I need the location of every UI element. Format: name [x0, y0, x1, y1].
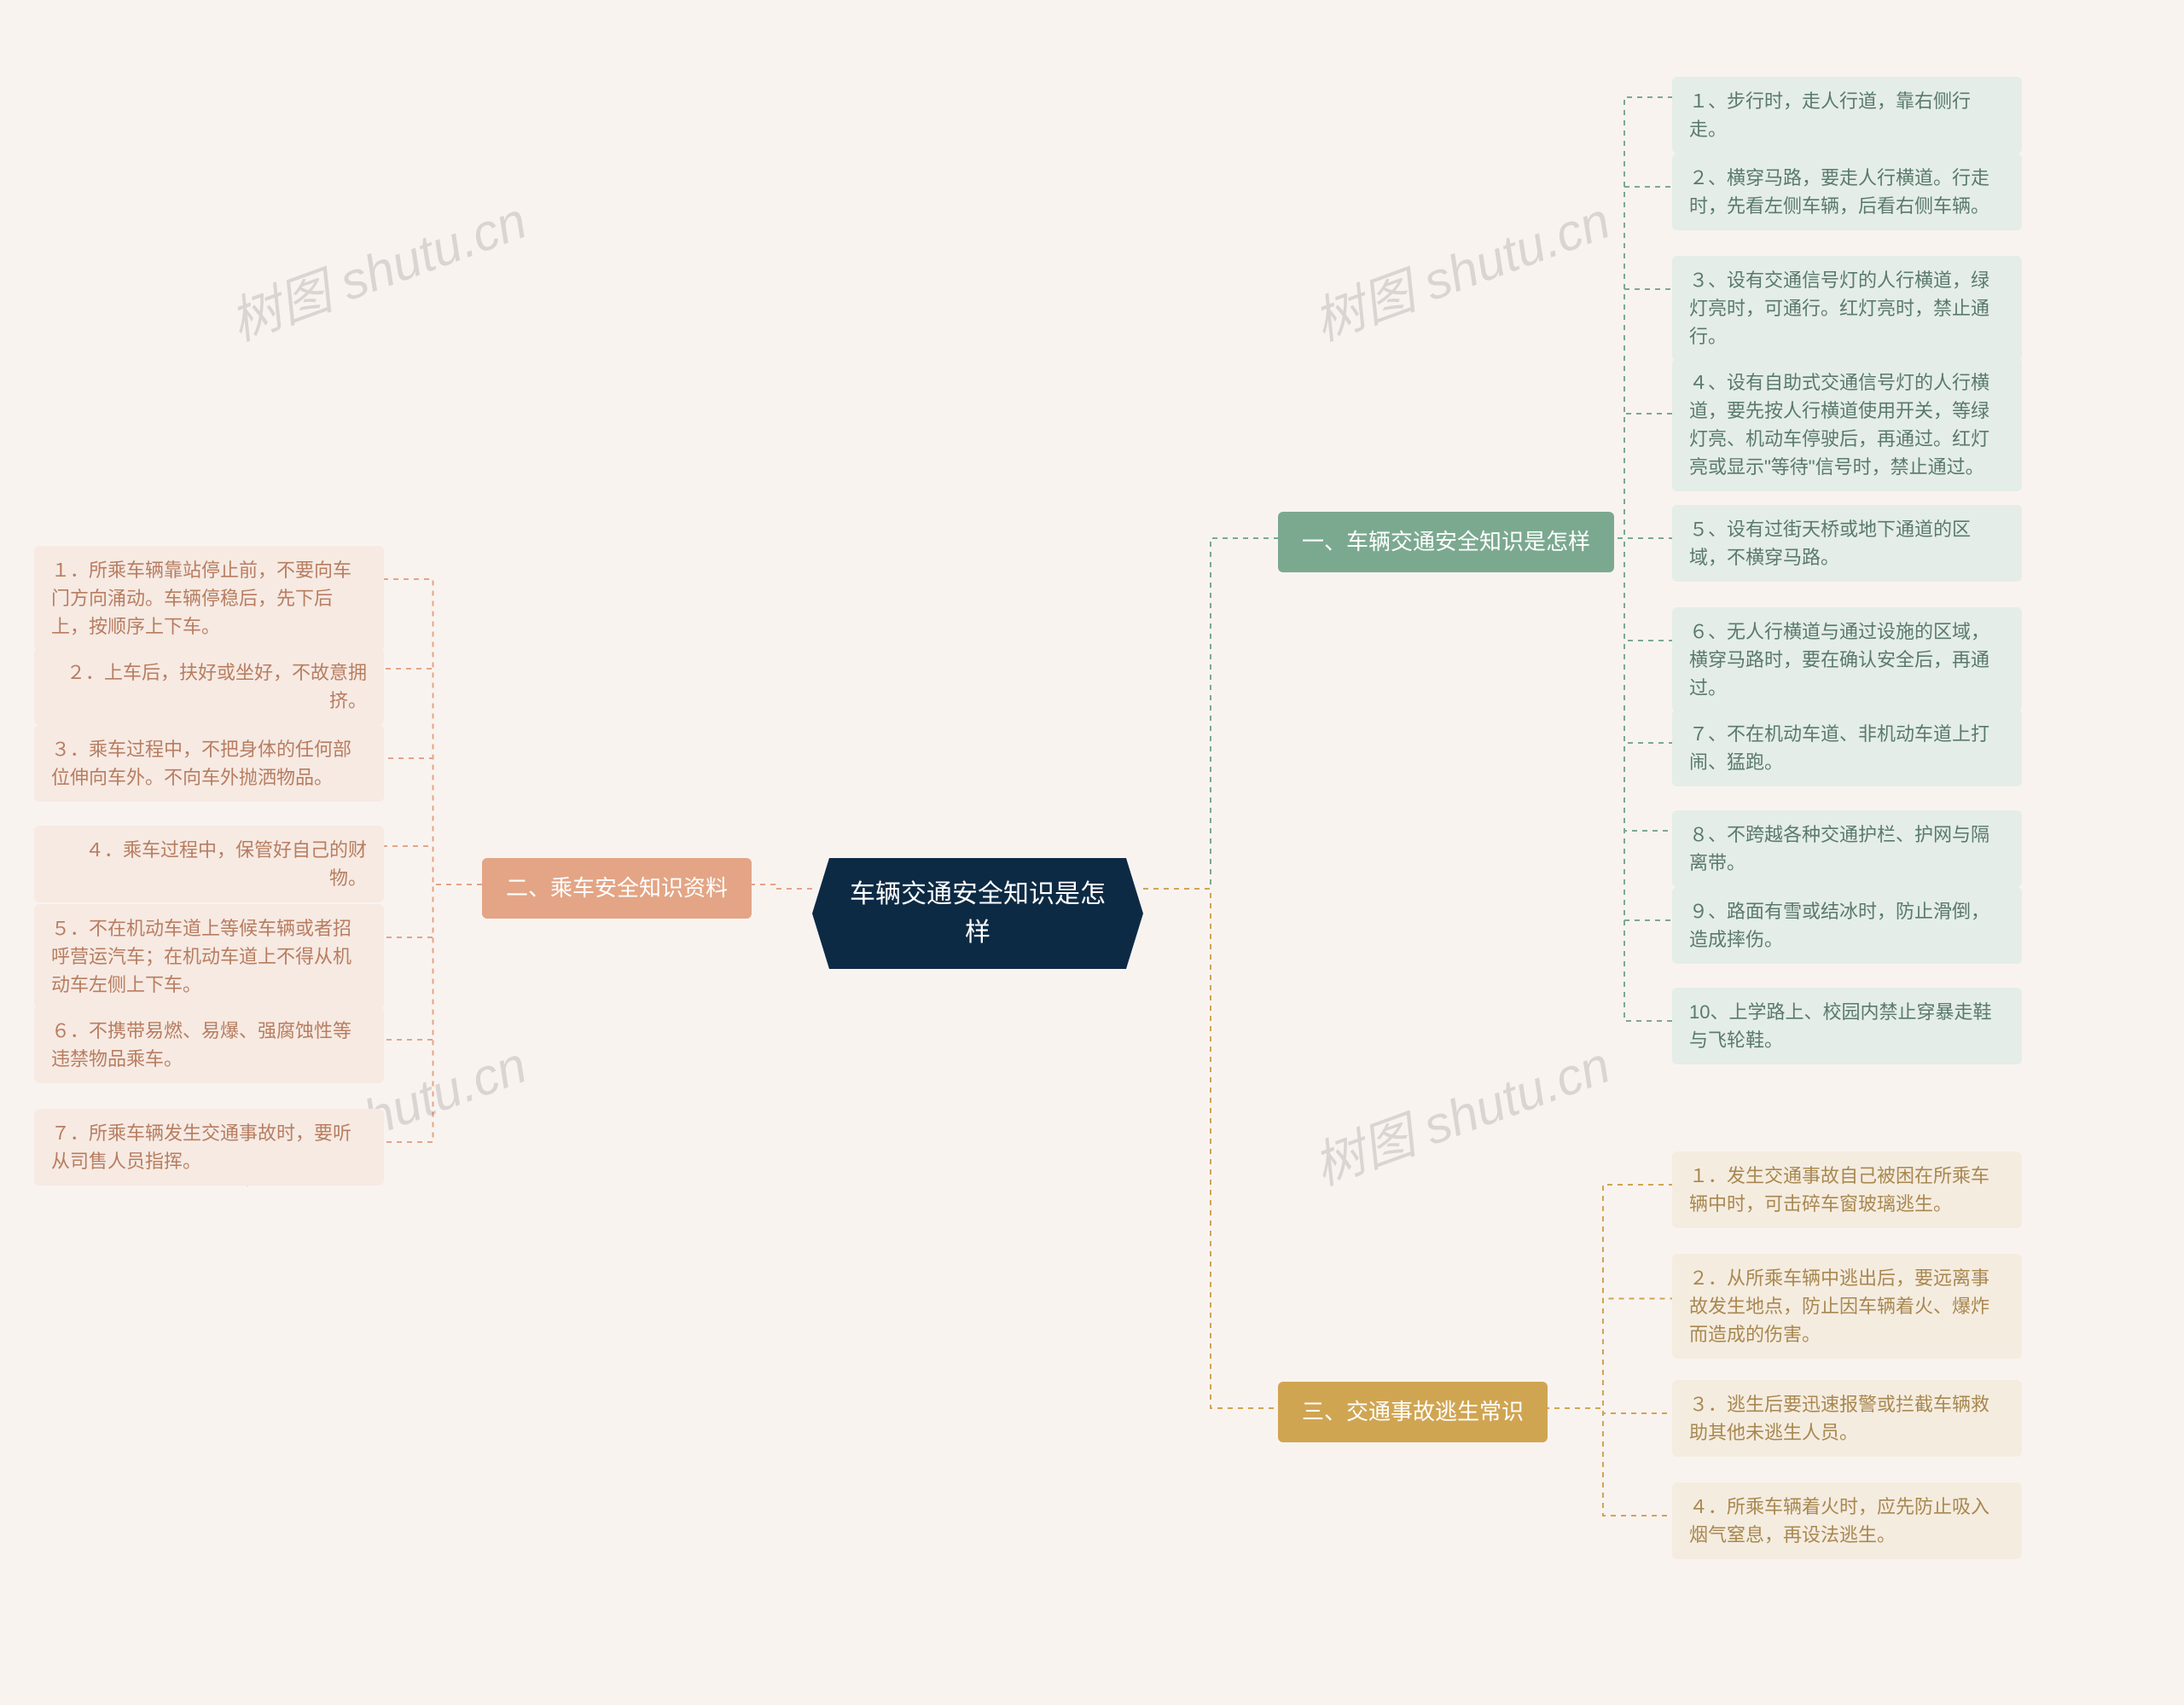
branch-node-b1[interactable]: 一、车辆交通安全知识是怎样 — [1278, 512, 1614, 572]
leaf-node-b1-1[interactable]: ２、横穿马路，要走人行横道。行走时，先看左侧车辆，后看右侧车辆。 — [1672, 154, 2022, 230]
leaf-node-b1-7[interactable]: ８、不跨越各种交通护栏、护网与隔离带。 — [1672, 810, 2022, 887]
leaf-node-b2-2[interactable]: ３．乘车过程中，不把身体的任何部位伸向车外。不向车外抛洒物品。 — [34, 725, 384, 802]
leaf-node-b1-0[interactable]: １、步行时，走人行道，靠右侧行走。 — [1672, 77, 2022, 154]
leaf-node-b3-1[interactable]: ２．从所乘车辆中逃出后，要远离事故发生地点，防止因车辆着火、爆炸而造成的伤害。 — [1672, 1254, 2022, 1359]
leaf-node-b1-4[interactable]: ５、设有过街天桥或地下通道的区域，不横穿马路。 — [1672, 505, 2022, 582]
leaf-node-b1-8[interactable]: ９、路面有雪或结冰时，防止滑倒，造成摔伤。 — [1672, 887, 2022, 964]
leaf-node-b2-3[interactable]: ４．乘车过程中，保管好自己的财物。 — [34, 826, 384, 902]
leaf-node-b2-4[interactable]: ５．不在机动车道上等候车辆或者招呼营运汽车；在机动车道上不得从机动车左侧上下车。 — [34, 904, 384, 1009]
leaf-node-b1-9[interactable]: 10、上学路上、校园内禁止穿暴走鞋与飞轮鞋。 — [1672, 988, 2022, 1064]
leaf-node-b2-0[interactable]: １．所乘车辆靠站停止前，不要向车门方向涌动。车辆停稳后，先下后上，按顺序上下车。 — [34, 546, 384, 651]
leaf-node-b3-2[interactable]: ３．逃生后要迅速报警或拦截车辆救助其他未逃生人员。 — [1672, 1380, 2022, 1457]
leaf-node-b1-6[interactable]: ７、不在机动车道、非机动车道上打闹、猛跑。 — [1672, 710, 2022, 786]
center-node[interactable]: 车辆交通安全知识是怎样 — [812, 858, 1143, 969]
leaf-node-b2-1[interactable]: ２．上车后，扶好或坐好，不故意拥挤。 — [34, 648, 384, 725]
branch-node-b3[interactable]: 三、交通事故逃生常识 — [1278, 1382, 1548, 1442]
leaf-node-b3-3[interactable]: ４．所乘车辆着火时，应先防止吸入烟气窒息，再设法逃生。 — [1672, 1482, 2022, 1559]
leaf-node-b2-6[interactable]: ７．所乘车辆发生交通事故时，要听从司售人员指挥。 — [34, 1109, 384, 1186]
leaf-node-b2-5[interactable]: ６．不携带易燃、易爆、强腐蚀性等违禁物品乘车。 — [34, 1006, 384, 1083]
branch-node-b2[interactable]: 二、乘车安全知识资料 — [482, 858, 752, 919]
leaf-node-b1-2[interactable]: ３、设有交通信号灯的人行横道，绿灯亮时，可通行。红灯亮时，禁止通行。 — [1672, 256, 2022, 361]
leaf-node-b3-0[interactable]: １．发生交通事故自己被困在所乘车辆中时，可击碎车窗玻璃逃生。 — [1672, 1151, 2022, 1228]
leaf-node-b1-3[interactable]: ４、设有自助式交通信号灯的人行横道，要先按人行横道使用开关，等绿灯亮、机动车停驶… — [1672, 358, 2022, 491]
leaf-node-b1-5[interactable]: ６、无人行横道与通过设施的区域，横穿马路时，要在确认安全后，再通过。 — [1672, 607, 2022, 712]
